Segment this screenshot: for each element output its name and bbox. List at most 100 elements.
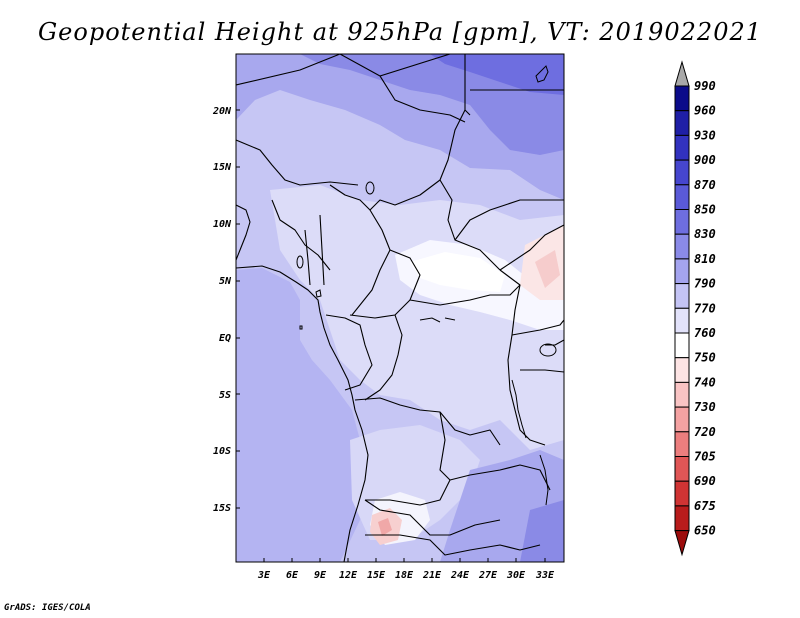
colorbar-level-label: 930 xyxy=(694,128,716,142)
colorbar-swatch xyxy=(674,357,690,383)
lat-label-15n: 15N xyxy=(213,162,232,173)
border-congo-drc xyxy=(364,314,403,401)
colorbar-swatch xyxy=(674,233,690,260)
lakes xyxy=(296,181,557,506)
lat-label-10s: 10S xyxy=(213,446,231,457)
lat-label-15s: 15S xyxy=(213,503,231,514)
congo-river xyxy=(419,317,456,323)
lon-label-6e: 6E xyxy=(286,570,299,581)
field-central-790 xyxy=(270,185,564,450)
map-frame xyxy=(235,53,565,563)
border-zambia-zimbabwe xyxy=(449,464,551,491)
field-kalahari-core xyxy=(378,518,392,536)
border-tanzania xyxy=(520,339,564,373)
colorbar-level-label: 760 xyxy=(694,326,716,340)
colorbar-swatch xyxy=(674,307,690,334)
lon-label-3e: 3E xyxy=(257,570,271,581)
colorbar-swatch xyxy=(674,85,690,112)
field-northeast-870 xyxy=(430,54,564,95)
colorbar-level-label: 960 xyxy=(694,104,716,118)
colorbar-swatch xyxy=(674,505,690,532)
colorbar-level-label: 900 xyxy=(694,153,716,167)
colorbar-level-label: 790 xyxy=(694,277,716,291)
lon-label-27e: 27E xyxy=(478,570,498,581)
border-mali-south xyxy=(236,139,359,186)
lat-label-10n: 10N xyxy=(213,219,232,230)
colorbar-level-label: 690 xyxy=(694,474,716,488)
colorbar-swatch xyxy=(674,159,690,186)
border-southern xyxy=(365,534,541,556)
colorbar: 990 960 930 900 870 850 830 810 790 770 760 750 740 7… xyxy=(674,60,716,557)
colorbar-swatch xyxy=(674,283,690,309)
border-sudan-east xyxy=(454,199,564,271)
lake-malawi xyxy=(539,454,549,506)
lat-label-5s: 5S xyxy=(219,390,231,401)
border-mali-algeria xyxy=(236,54,466,123)
lake-chad xyxy=(365,181,375,195)
border-namibia-botswana xyxy=(364,499,501,536)
colorbar-top-arrow xyxy=(674,60,690,87)
lon-label-12e: 12E xyxy=(339,570,358,581)
lake-victoria xyxy=(539,343,557,357)
lake-tanganyika xyxy=(511,379,527,439)
colorbar-swatch xyxy=(674,406,690,433)
colorbar-level-label: 675 xyxy=(694,499,716,513)
border-drc-east xyxy=(507,284,546,446)
lon-label-30e: 30E xyxy=(506,570,526,581)
colorbar-swatch xyxy=(674,209,690,235)
lat-label-eq: EQ xyxy=(219,333,231,344)
border-chad-sudan xyxy=(439,109,501,271)
borders xyxy=(236,54,564,562)
border-niger-nigeria xyxy=(329,179,441,211)
colorbar-swatch xyxy=(674,381,690,408)
colorbar-level-label: 810 xyxy=(694,252,716,266)
colorbar-level-label: 990 xyxy=(694,79,716,93)
field-east-740 xyxy=(535,250,560,288)
colorbar-level-label: 720 xyxy=(694,425,716,439)
bioko-island xyxy=(315,289,322,298)
border-uganda xyxy=(511,319,564,336)
colorbar-level-label: 705 xyxy=(694,450,716,464)
colorbar-swatch xyxy=(674,332,690,359)
lat-label-20n: 20N xyxy=(212,106,232,117)
sinai-outline xyxy=(535,65,549,83)
colorbar-level-label: 850 xyxy=(694,203,716,217)
lon-label-18e: 18E xyxy=(395,570,414,581)
border-angola-zambia xyxy=(365,411,451,506)
colorbar-swatch xyxy=(674,431,690,457)
lon-label-9e: 9E xyxy=(314,570,327,581)
sao-tome-island xyxy=(299,325,303,330)
lon-label-15e: 15E xyxy=(367,570,386,581)
lat-label-5n: 5N xyxy=(219,276,232,287)
chart-title: Geopotential Height at 925hPa [gpm], VT:… xyxy=(38,18,762,46)
colorbar-swatch xyxy=(674,480,690,507)
field-white-core xyxy=(410,252,505,292)
colorbar-level-label: 730 xyxy=(694,400,716,414)
border-nigeria-cameroon xyxy=(351,209,391,316)
lake-volta xyxy=(296,255,304,269)
border-burkina xyxy=(271,199,331,271)
colorbar-swatch xyxy=(674,184,690,211)
height-field xyxy=(236,54,564,562)
credit-label: GrADS: IGES/COLA xyxy=(4,603,91,613)
coastline-west xyxy=(236,204,369,562)
colorbar-level-label: 870 xyxy=(694,178,716,192)
field-mozambique-850 xyxy=(520,500,564,562)
colorbar-level-label: 830 xyxy=(694,227,716,241)
lon-label-24e: 24E xyxy=(450,570,470,581)
colorbar-swatch xyxy=(674,456,690,482)
colorbar-swatch xyxy=(674,258,690,285)
colorbar-level-label: 770 xyxy=(694,301,716,315)
colorbar-level-label: 740 xyxy=(694,375,716,389)
colorbar-level-label: 650 xyxy=(694,524,716,538)
colorbar-swatch xyxy=(674,110,690,136)
longitude-axis: 3E 6E 9E 12E 15E 18E 21E 24E 27E 30E 33E xyxy=(257,558,555,581)
colorbar-swatch xyxy=(674,134,690,161)
field-atlantic xyxy=(236,268,372,562)
latitude-axis: 20N 15N 10N 5N EQ 5S 10S 15S xyxy=(212,106,240,514)
islands xyxy=(299,65,549,330)
colorbar-level-label: 750 xyxy=(694,351,716,365)
border-gabon-congo xyxy=(325,314,373,391)
lon-label-21e: 21E xyxy=(422,570,442,581)
lon-label-33e: 33E xyxy=(535,570,555,581)
